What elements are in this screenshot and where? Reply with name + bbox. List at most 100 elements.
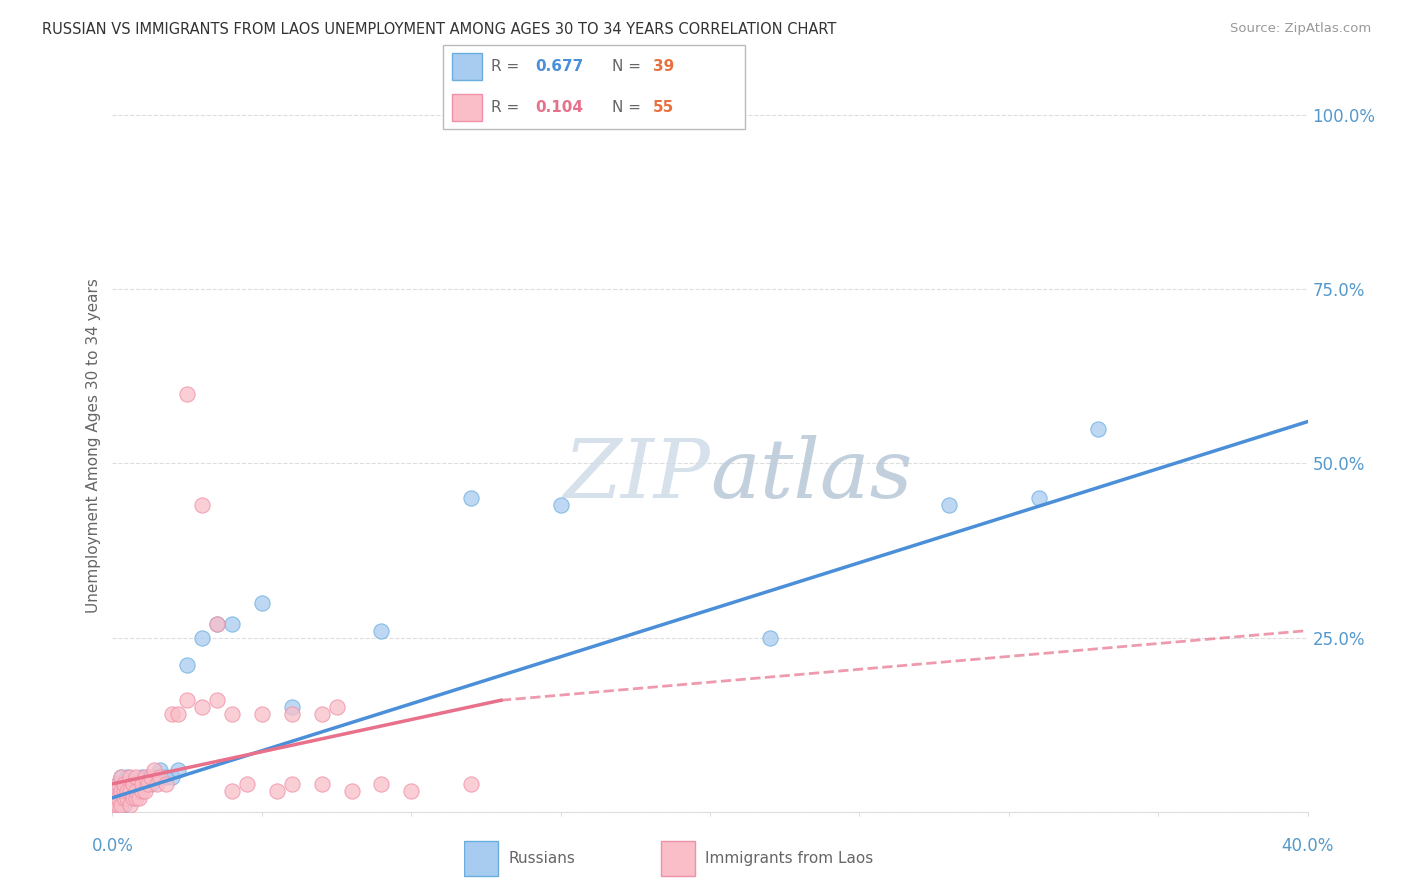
Point [110, 790, 132, 805]
Point [266, 784, 288, 798]
Point [236, 777, 259, 791]
Point [340, 784, 363, 798]
Point [110, 770, 132, 784]
Point [149, 763, 172, 777]
Point [221, 784, 243, 798]
Point [1028, 491, 1050, 506]
Point [107, 797, 129, 812]
Point [120, 777, 142, 791]
Point [311, 777, 333, 791]
Point [550, 498, 572, 512]
Point [110, 797, 132, 812]
Point [250, 707, 273, 722]
Text: 55: 55 [652, 100, 675, 115]
Text: RUSSIAN VS IMMIGRANTS FROM LAOS UNEMPLOYMENT AMONG AGES 30 TO 34 YEARS CORRELATI: RUSSIAN VS IMMIGRANTS FROM LAOS UNEMPLOY… [42, 22, 837, 37]
Point [460, 777, 482, 791]
Point [125, 777, 148, 791]
Point [221, 707, 243, 722]
Point [155, 770, 177, 784]
Point [114, 777, 135, 791]
Point [155, 777, 177, 791]
Point [125, 790, 148, 805]
Point [146, 777, 169, 791]
Point [141, 770, 163, 784]
Point [191, 700, 214, 714]
Point [191, 631, 214, 645]
Point [117, 790, 139, 805]
Point [107, 790, 129, 805]
Text: R =: R = [491, 59, 524, 74]
Point [1087, 421, 1109, 435]
Point [176, 658, 198, 673]
Point [162, 707, 183, 722]
Point [370, 624, 392, 638]
Text: Russians: Russians [509, 851, 575, 866]
Point [131, 770, 153, 784]
Point [143, 763, 166, 777]
Text: Source: ZipAtlas.com: Source: ZipAtlas.com [1230, 22, 1371, 36]
Point [370, 777, 392, 791]
Point [205, 616, 228, 631]
Bar [464, 841, 499, 876]
Point [167, 763, 190, 777]
Point [281, 777, 304, 791]
Point [281, 707, 304, 722]
Point [138, 777, 160, 791]
Text: 0.0%: 0.0% [91, 837, 134, 855]
Text: N =: N = [612, 59, 645, 74]
Point [134, 770, 156, 784]
Text: N =: N = [612, 100, 645, 115]
Point [107, 790, 129, 805]
Point [221, 616, 243, 631]
Bar [661, 841, 695, 876]
Point [191, 498, 214, 512]
Point [122, 777, 145, 791]
Point [146, 770, 169, 784]
Point [122, 790, 145, 805]
Point [938, 498, 960, 512]
Text: Immigrants from Laos: Immigrants from Laos [704, 851, 873, 866]
Point [107, 777, 129, 791]
FancyBboxPatch shape [443, 45, 745, 129]
Point [460, 491, 482, 506]
Point [131, 777, 153, 791]
Text: atlas: atlas [710, 435, 912, 516]
Point [134, 777, 156, 791]
Point [131, 784, 153, 798]
Point [205, 616, 228, 631]
Text: 0.677: 0.677 [536, 59, 583, 74]
Point [176, 693, 198, 707]
Point [120, 797, 142, 812]
Point [141, 777, 163, 791]
Text: 40.0%: 40.0% [1281, 837, 1334, 855]
Point [138, 770, 160, 784]
Point [122, 784, 145, 798]
Point [110, 784, 132, 798]
Point [117, 770, 139, 784]
Point [128, 784, 150, 798]
Bar [451, 54, 482, 80]
Point [128, 790, 150, 805]
Point [104, 797, 127, 812]
Point [281, 700, 304, 714]
Point [162, 770, 183, 784]
Point [311, 707, 333, 722]
Point [205, 693, 228, 707]
Point [104, 784, 127, 798]
Point [114, 790, 135, 805]
Point [250, 596, 273, 610]
Point [325, 700, 347, 714]
Point [134, 784, 156, 798]
Point [107, 797, 129, 812]
Point [104, 790, 127, 805]
Point [759, 631, 782, 645]
Text: 39: 39 [652, 59, 675, 74]
Point [104, 790, 127, 805]
Bar [451, 94, 482, 120]
Point [149, 770, 172, 784]
Point [110, 770, 132, 784]
Text: ZIP: ZIP [564, 435, 710, 516]
Point [114, 777, 135, 791]
Point [110, 784, 132, 798]
Text: R =: R = [491, 100, 524, 115]
